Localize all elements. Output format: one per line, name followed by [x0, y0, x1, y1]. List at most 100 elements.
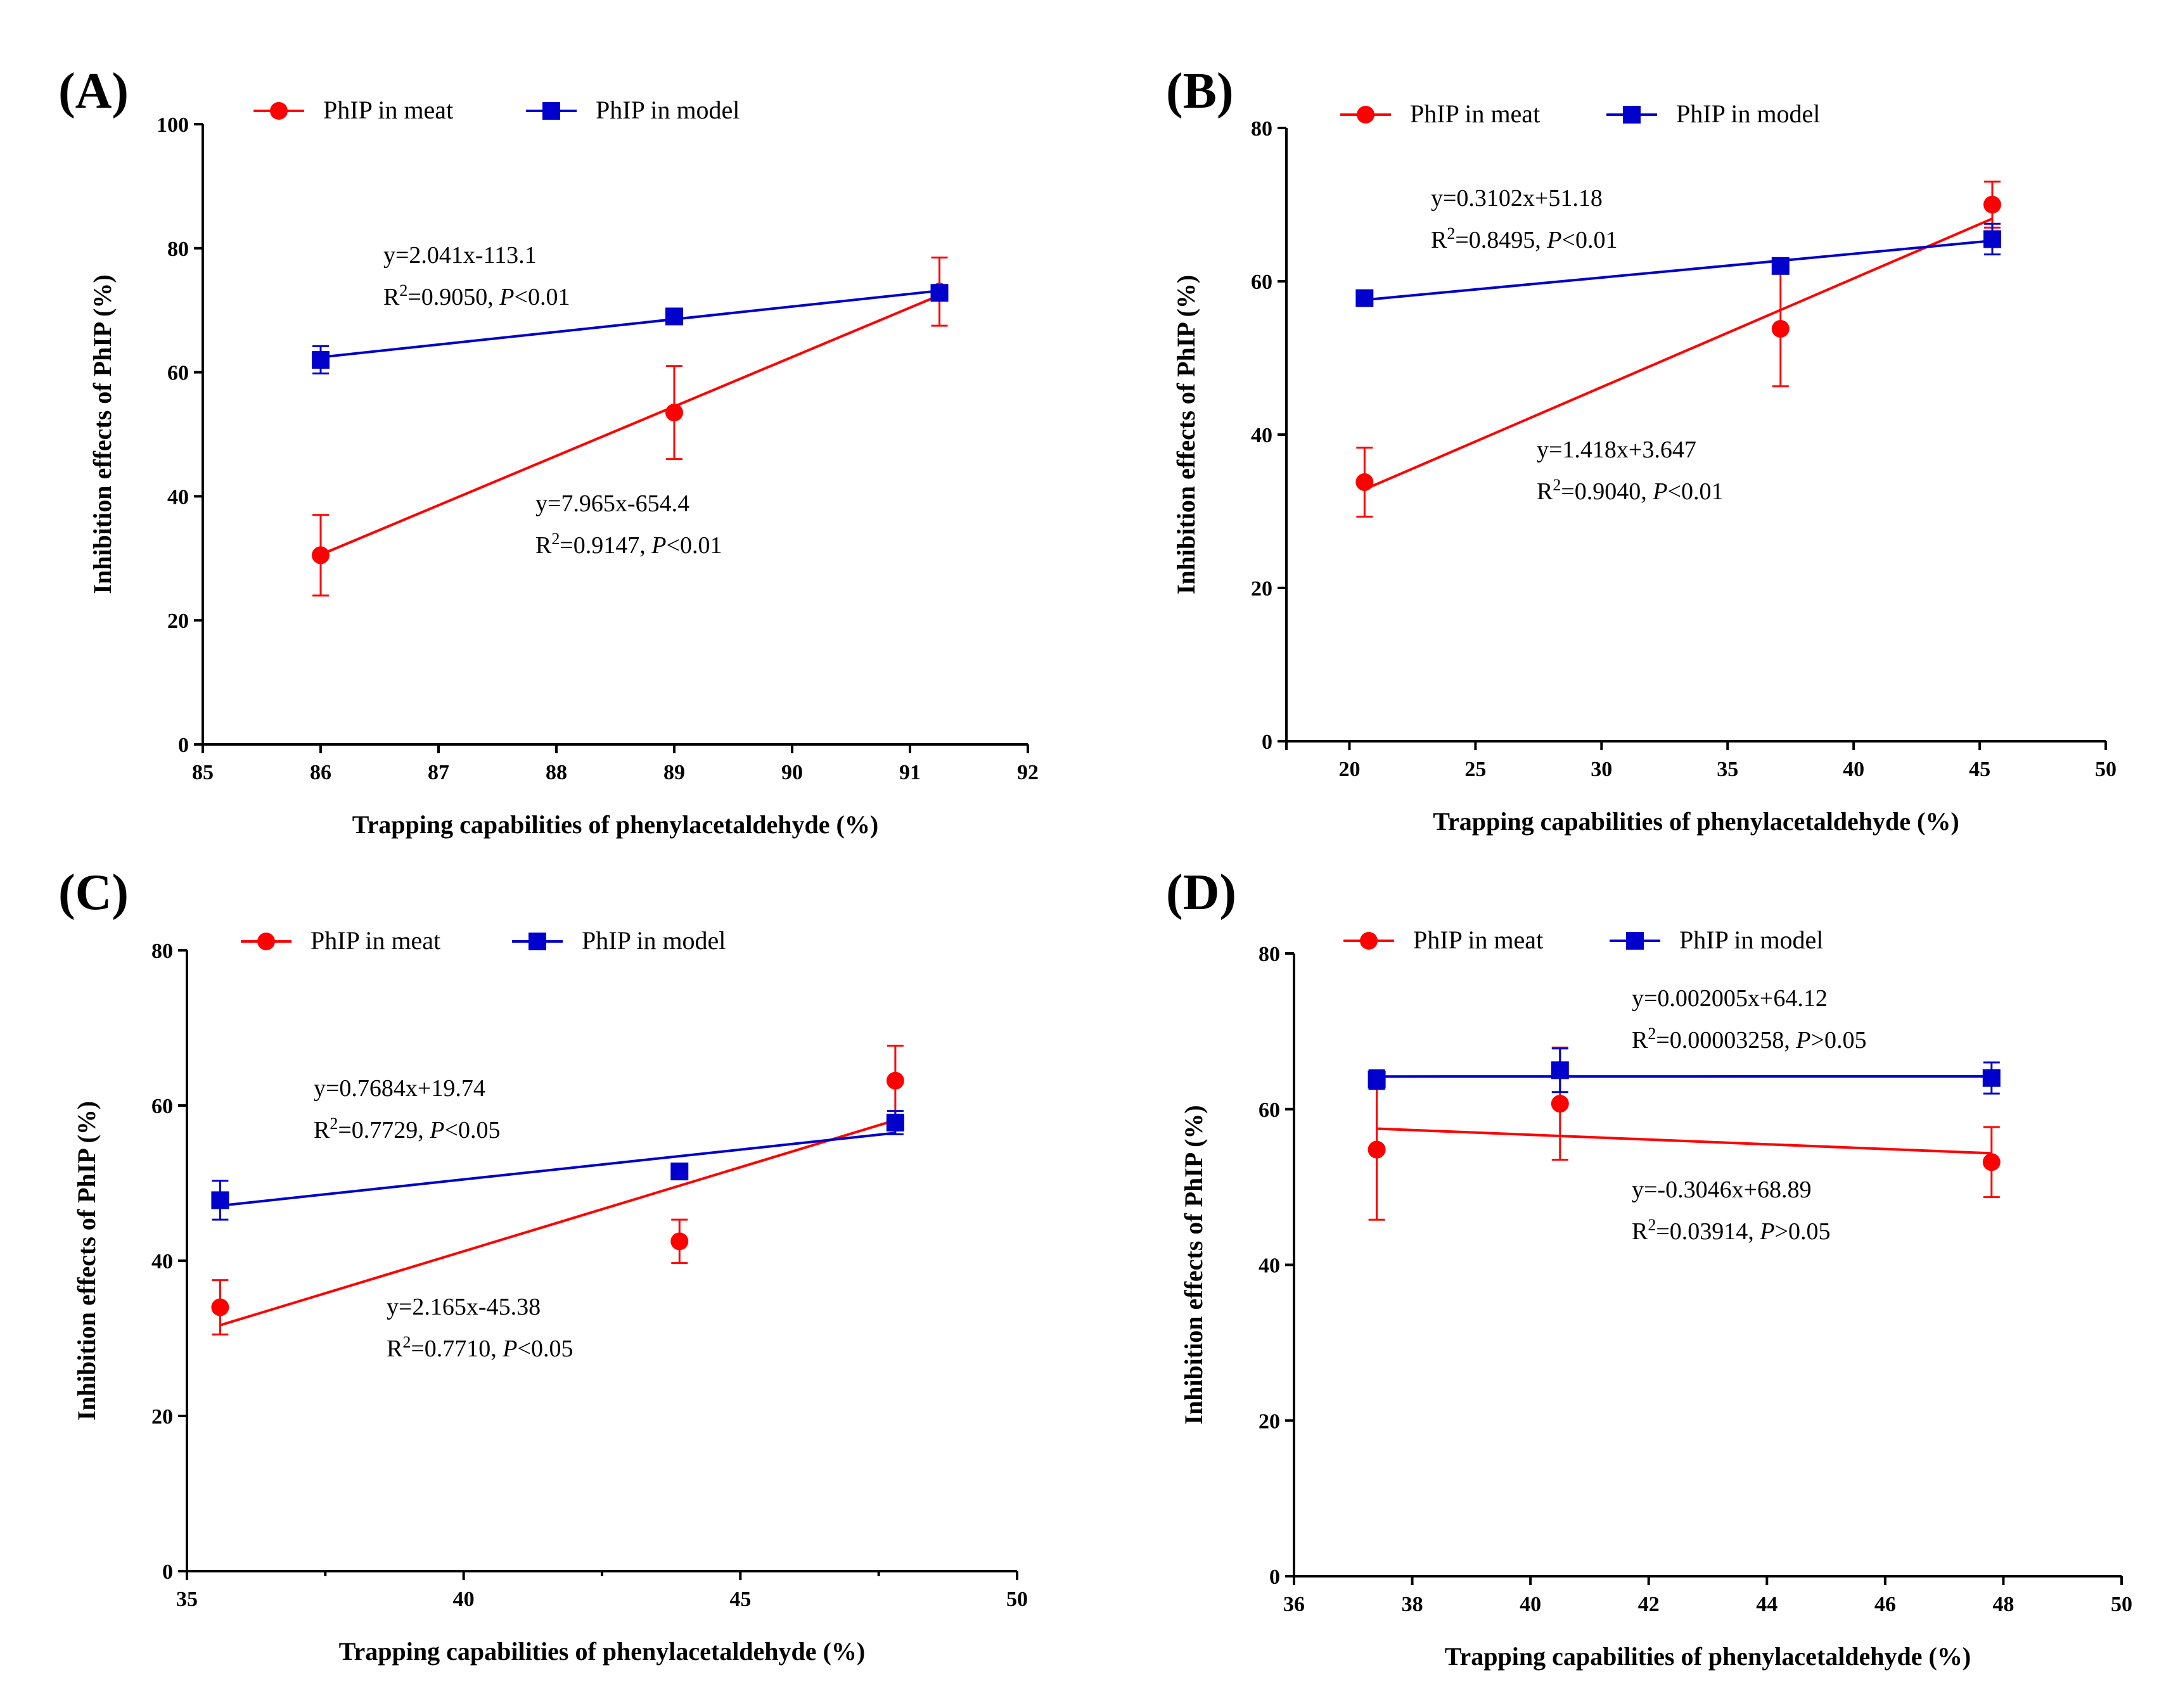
x-tick-label: 50: [2095, 758, 2117, 781]
fit-line-meat: [1364, 217, 1993, 491]
equation-meat: y=7.965x-654.4: [535, 490, 689, 517]
x-tick-label: 91: [899, 761, 921, 784]
data-point-model: [1983, 230, 2001, 248]
x-axis-title: Trapping capabilities of phenylacetaldeh…: [352, 810, 878, 839]
fit-line-model: [1364, 239, 1993, 302]
fit-line-model: [320, 289, 940, 359]
y-tick-label: 40: [151, 1250, 173, 1273]
y-tick-label: 60: [1259, 1099, 1280, 1122]
r-squared-model: R2=0.8495, P<0.01: [1431, 224, 1617, 254]
r2-superscript: 2: [551, 530, 560, 548]
legend-meat-label: PhIP in meat: [1413, 926, 1543, 954]
panel-label: (B): [1166, 63, 1234, 119]
legend-model-label: PhIP in model: [1676, 99, 1820, 128]
r-squared-model: R2=0.7729, P<0.05: [314, 1114, 500, 1144]
legend-meat-marker: [1360, 932, 1378, 950]
data-point-meat: [1771, 320, 1790, 338]
r2-superscript: 2: [330, 1114, 338, 1133]
legend-model-marker: [542, 102, 560, 120]
legend-model-label: PhIP in model: [582, 926, 726, 955]
x-tick-label: 40: [1520, 1593, 1541, 1616]
x-tick-label: 50: [2111, 1593, 2132, 1616]
data-point-model: [670, 1163, 689, 1181]
legend-meat-label: PhIP in meat: [311, 926, 440, 955]
x-axis-title: Trapping capabilities of phenylacetaldeh…: [339, 1637, 865, 1666]
r2-symbol: R: [1632, 1218, 1648, 1245]
r2-symbol: R: [1632, 1027, 1648, 1054]
x-axis-title: Trapping capabilities of phenylacetaldeh…: [1445, 1642, 1971, 1671]
p-symbol: P: [499, 284, 514, 310]
data-point-meat: [1983, 196, 2001, 213]
r2-value: =0.00003258,: [1656, 1027, 1796, 1054]
y-tick-label: 80: [1251, 117, 1272, 141]
legend-meat-label: PhIP in meat: [323, 96, 453, 124]
r-squared-meat: R2=0.9147, P<0.01: [535, 530, 722, 559]
y-tick-label: 20: [1251, 577, 1272, 601]
panel-label: (D): [1166, 865, 1236, 921]
data-point-model: [312, 351, 330, 369]
y-tick-label: 0: [1262, 730, 1272, 754]
r2-value: =0.8495,: [1455, 227, 1547, 253]
y-tick-label: 40: [167, 485, 189, 509]
legend-model-marker: [1626, 932, 1644, 950]
r2-superscript: 2: [1553, 476, 1561, 494]
r2-superscript: 2: [399, 281, 407, 300]
panel-label: (A): [58, 63, 129, 119]
p-symbol: P: [1652, 478, 1667, 505]
r2-symbol: R: [535, 532, 552, 559]
chart-panel-c: (C) 0 20 40 60 80 35 40 45 50 Trapping capabilitie…: [58, 865, 1028, 1666]
y-tick-label: 80: [167, 238, 189, 261]
x-tick-label: 36: [1283, 1593, 1305, 1616]
y-tick-label: 0: [162, 1560, 173, 1584]
data-point-meat: [886, 1071, 904, 1090]
x-tick-label: 40: [453, 1588, 475, 1611]
p-value: >0.05: [1811, 1027, 1867, 1054]
p-value: <0.05: [518, 1335, 573, 1362]
legend-model-marker: [1623, 106, 1641, 124]
y-tick-label: 20: [167, 609, 189, 633]
x-tick-label: 42: [1638, 1593, 1660, 1616]
data-point-meat: [211, 1298, 229, 1316]
y-axis-title: Inhibition effects of PhIP (%): [72, 1101, 101, 1420]
y-tick-label: 40: [1259, 1254, 1280, 1278]
x-tick-label: 20: [1338, 758, 1360, 781]
r2-value: =0.7729,: [338, 1117, 430, 1144]
p-symbol: P: [502, 1335, 517, 1362]
y-tick-label: 0: [178, 734, 189, 757]
data-point-meat: [312, 546, 330, 564]
p-value: <0.05: [445, 1117, 501, 1144]
r-squared-model: R2=0.9050, P<0.01: [383, 281, 570, 311]
x-tick-label: 35: [1717, 758, 1738, 781]
p-symbol: P: [651, 532, 666, 559]
x-tick-label: 88: [546, 761, 567, 784]
chart-panel-d: (D) 0 20 40 60 80 36 38 40 42 44 46 48 50 Trapping cap…: [1166, 865, 2132, 1671]
p-symbol: P: [1546, 227, 1561, 253]
x-tick-label: 38: [1402, 1593, 1423, 1616]
fit-line-meat: [320, 294, 940, 556]
x-tick-label: 46: [1874, 1593, 1896, 1616]
p-value: <0.01: [1562, 227, 1618, 253]
chart-panel-b: (B) 0 20 40 60 80 20 25 30 35 40 45 50 Trapping capab…: [1166, 63, 2117, 836]
x-axis-title: Trapping capabilities of phenylacetaldeh…: [1433, 807, 1959, 836]
p-value: <0.01: [1668, 478, 1724, 505]
equation-meat: y=-0.3046x+68.89: [1632, 1176, 1812, 1203]
fit-line-meat: [219, 1119, 896, 1327]
data-point-model: [1368, 1071, 1386, 1089]
r2-superscript: 2: [1648, 1216, 1656, 1234]
y-tick-label: 20: [151, 1405, 173, 1429]
r2-symbol: R: [387, 1335, 403, 1362]
r2-value: =0.7710,: [411, 1335, 503, 1362]
y-tick-label: 60: [1251, 271, 1272, 294]
legend-model-marker: [528, 933, 546, 950]
data-point-model: [1355, 289, 1374, 307]
x-tick-label: 92: [1017, 761, 1039, 784]
x-tick-label: 35: [176, 1588, 198, 1611]
r2-symbol: R: [383, 284, 400, 310]
x-tick-label: 30: [1591, 758, 1612, 781]
x-tick-label: 44: [1756, 1593, 1778, 1616]
r-squared-meat: R2=0.9040, P<0.01: [1537, 476, 1723, 506]
p-symbol: P: [1795, 1027, 1810, 1054]
equation-meat: y=2.165x-45.38: [387, 1294, 541, 1320]
data-point-meat: [1368, 1140, 1386, 1159]
chart-panel-a: (A) 0 20 40 60 80 100 85 86 87 88 89 90 91 92 Trapping …: [58, 63, 1039, 839]
